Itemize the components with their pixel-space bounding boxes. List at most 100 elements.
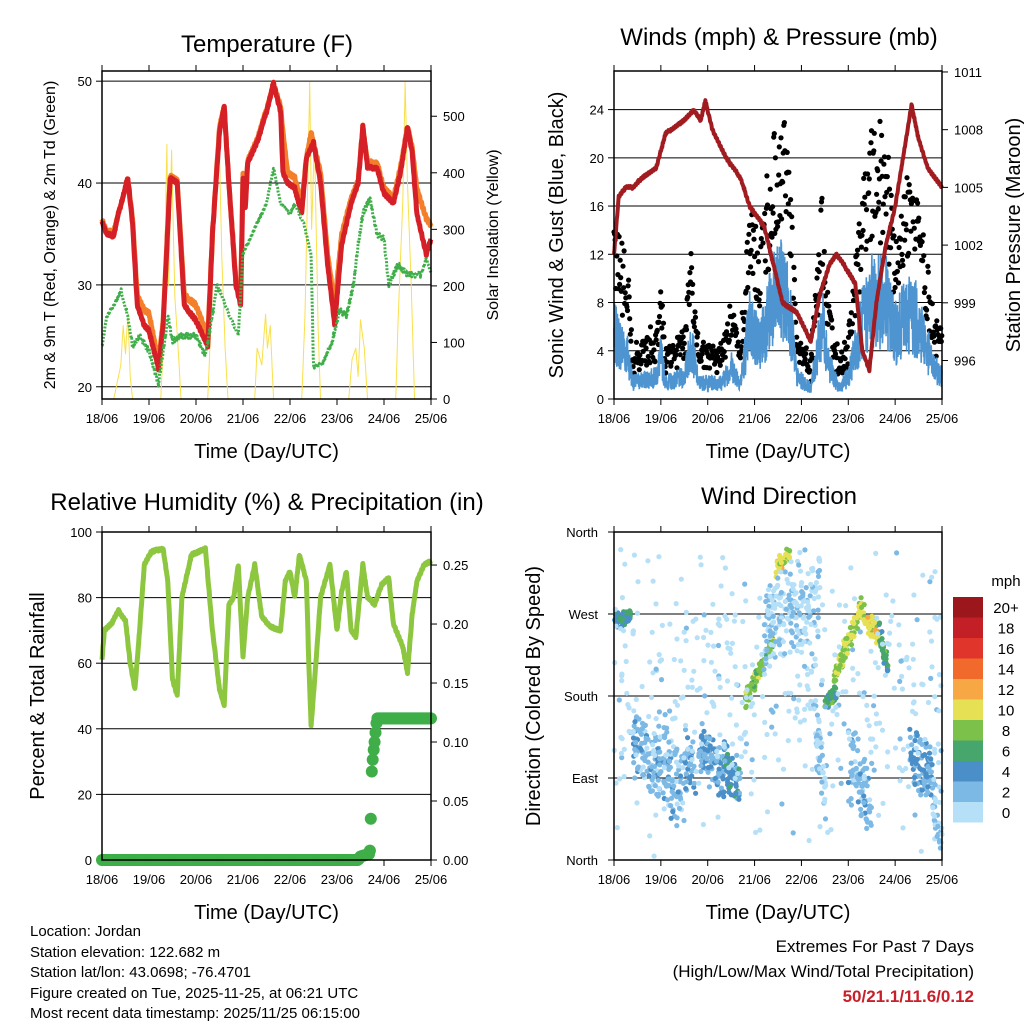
wind-direction-point	[861, 759, 867, 765]
gust-point	[863, 246, 869, 252]
wind-direction-point	[716, 676, 722, 682]
gust-point	[769, 234, 775, 240]
gust-point	[791, 277, 798, 283]
wind-direction-point	[738, 754, 745, 760]
wind-direction-point	[717, 684, 723, 691]
wind-direction-point	[855, 748, 861, 754]
wind-direction-point	[811, 706, 817, 712]
wind-direction-point	[780, 766, 787, 772]
wind-direction-point	[867, 809, 873, 815]
wind-direction-point	[777, 619, 783, 625]
wind-direction-point	[820, 769, 826, 775]
wind-direction-point	[704, 710, 710, 716]
wind-direction-point	[856, 690, 863, 696]
gust-point	[931, 333, 937, 339]
wind-direction-point	[842, 618, 848, 624]
wind-direction-point	[822, 796, 828, 803]
gust-point	[875, 206, 881, 212]
wind-direction-point	[672, 715, 678, 721]
wind-direction-point	[778, 589, 785, 596]
wind-direction-point	[819, 790, 825, 796]
wind-direction-point	[899, 686, 906, 692]
wind-direction-point	[632, 719, 638, 725]
wind-direction-point	[813, 587, 819, 593]
wind-direction-point	[622, 643, 628, 649]
gust-point	[721, 349, 727, 355]
gust-point	[898, 213, 904, 219]
y-tick-label: 20	[78, 787, 92, 802]
wind-direction-point	[662, 734, 668, 741]
wind-direction-point	[714, 748, 720, 755]
wind-direction-point	[655, 791, 662, 798]
wind-direction-point	[691, 668, 697, 674]
wind-direction-point	[743, 694, 749, 701]
wind-direction-point	[841, 721, 847, 727]
wind-direction-point	[938, 788, 944, 794]
wind-direction-point	[690, 739, 696, 745]
gust-point	[685, 294, 691, 300]
wind-direction-point	[861, 800, 867, 806]
colorbar-title: mph	[991, 573, 1020, 590]
gust-point	[656, 313, 663, 320]
wind-direction-point	[750, 700, 756, 707]
wind-direction-point	[815, 594, 822, 600]
gust-point	[829, 317, 835, 323]
wind-direction-point	[790, 586, 796, 592]
wind-direction-point	[884, 640, 890, 647]
gust-point	[762, 258, 768, 264]
gust-point	[825, 289, 831, 295]
wind-direction-point	[729, 762, 735, 768]
x-tick-label: 25/06	[926, 872, 959, 887]
gust-point	[819, 195, 825, 201]
wind-direction-point	[691, 763, 697, 769]
gust-point	[788, 253, 794, 259]
gust-point	[884, 174, 890, 180]
wind-direction-point	[815, 607, 821, 613]
gust-point	[879, 132, 885, 138]
wind-direction-point	[724, 616, 730, 622]
wind-direction-point	[816, 740, 822, 746]
gust-point	[757, 290, 763, 296]
wind-direction-point	[830, 783, 836, 789]
wind-direction-point	[620, 611, 626, 617]
wind-direction-point	[707, 743, 713, 749]
wind-direction-point	[657, 756, 663, 762]
wind-direction-point	[618, 750, 625, 757]
wind-direction-point	[907, 726, 913, 732]
gust-point	[925, 263, 931, 269]
wind-direction-point	[643, 735, 649, 742]
wind-direction-point	[721, 741, 727, 747]
gust-point	[778, 135, 784, 141]
gust-point	[877, 240, 884, 246]
wind-direction-point	[780, 639, 786, 645]
x-tick-label: 21/06	[738, 411, 771, 426]
wind-direction-point	[701, 728, 707, 735]
wind-direction-point	[770, 709, 776, 715]
wind-direction-point	[836, 666, 842, 672]
chart-title: Temperature (F)	[181, 31, 353, 58]
temp-9m-line	[99, 79, 434, 366]
gust-point	[863, 207, 870, 213]
wind-direction-point	[772, 731, 778, 737]
wind-direction-point	[848, 769, 854, 775]
y2-tick-label: 500	[443, 109, 465, 124]
wind-direction-point	[691, 784, 697, 790]
wind-direction-point	[736, 766, 742, 772]
wind-direction-point	[790, 609, 797, 616]
y2-tick-label: 0.20	[443, 617, 468, 632]
wind-direction-point	[861, 617, 867, 623]
wind-direction-point	[705, 765, 712, 771]
wind-direction-point	[696, 780, 702, 786]
wind-direction-point	[619, 595, 626, 601]
precipitation-point	[365, 765, 378, 778]
speed-colorbar: mph 0 2 4 6 8 10 12 14 16 18 20+	[953, 573, 1021, 823]
wind-direction-point	[846, 736, 853, 742]
x-tick-label: 18/06	[86, 872, 119, 887]
wind-direction-point	[814, 712, 821, 718]
y2-tick-label: 999	[954, 296, 976, 311]
gust-point	[748, 264, 754, 270]
wind-direction-point	[767, 583, 773, 589]
wind-direction-point	[935, 823, 941, 830]
wind-direction-point	[701, 634, 707, 641]
wind-direction-point	[656, 554, 662, 560]
